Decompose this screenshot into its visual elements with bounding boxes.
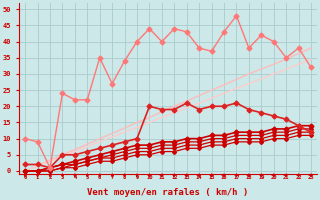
X-axis label: Vent moyen/en rafales ( km/h ): Vent moyen/en rafales ( km/h ) bbox=[87, 188, 249, 197]
